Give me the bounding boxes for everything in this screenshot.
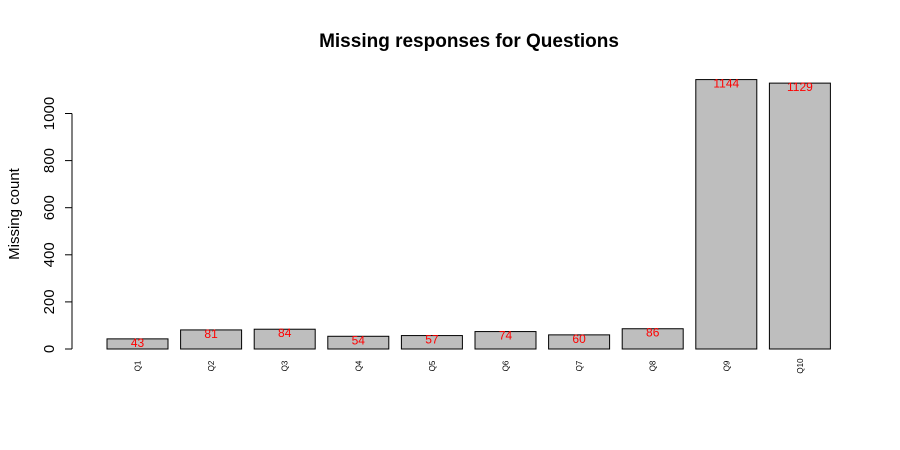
x-tick-labels-group: Q1 Q2 Q3 Q4 Q5 Q6 Q7 Q8 Q9 Q10: [134, 358, 805, 374]
value-labels-group: 43 81 84 54 57 74 60 86 1144 1129: [131, 77, 813, 350]
chart-title: Missing responses for Questions: [319, 31, 619, 52]
y-tick-label: 1000: [41, 97, 58, 130]
value-label-q8: 86: [646, 326, 660, 340]
bar-q8: [621, 328, 684, 350]
value-label-q5: 57: [425, 333, 439, 347]
x-tick-label-q2: Q2: [207, 360, 216, 371]
y-axis: 0 200 400 600 800 1000: [41, 97, 73, 353]
x-tick-label-q7: Q7: [575, 360, 584, 371]
bar-q3: [253, 328, 316, 350]
bar-q1: [106, 338, 169, 350]
value-label-q1: 43: [131, 336, 145, 350]
x-tick-label-q3: Q3: [281, 360, 290, 371]
x-tick-label-q6: Q6: [502, 360, 511, 371]
value-label-q7: 60: [572, 332, 586, 346]
x-tick-label-q1: Q1: [134, 360, 143, 371]
value-label-q3: 84: [278, 326, 292, 340]
x-tick-label-q4: Q4: [354, 360, 363, 371]
value-label-q4: 54: [352, 333, 366, 347]
y-tick-label: 0: [41, 345, 58, 353]
y-axis-label: Missing count: [6, 167, 23, 260]
bar-q2: [180, 329, 243, 350]
value-label-q10: 1129: [787, 80, 813, 94]
value-label-q9: 1144: [713, 77, 739, 91]
bar-q7: [548, 334, 611, 350]
value-label-q6: 74: [499, 329, 513, 343]
bar-q9: [695, 79, 758, 350]
bar-q4: [327, 335, 390, 350]
bar-q6: [474, 331, 537, 350]
x-tick-label-q9: Q9: [722, 360, 731, 371]
value-label-q2: 81: [204, 327, 218, 341]
bars-group: [106, 79, 831, 350]
y-tick-label: 400: [41, 242, 58, 267]
y-tick-label: 800: [41, 148, 58, 173]
x-tick-label-q10: Q10: [796, 358, 805, 374]
y-tick-label: 600: [41, 195, 58, 220]
x-tick-label-q8: Q8: [649, 360, 658, 371]
bar-q10: [768, 82, 831, 350]
x-tick-label-q5: Q5: [428, 360, 437, 371]
y-tick-label: 200: [41, 289, 58, 314]
bar-q5: [400, 335, 463, 350]
